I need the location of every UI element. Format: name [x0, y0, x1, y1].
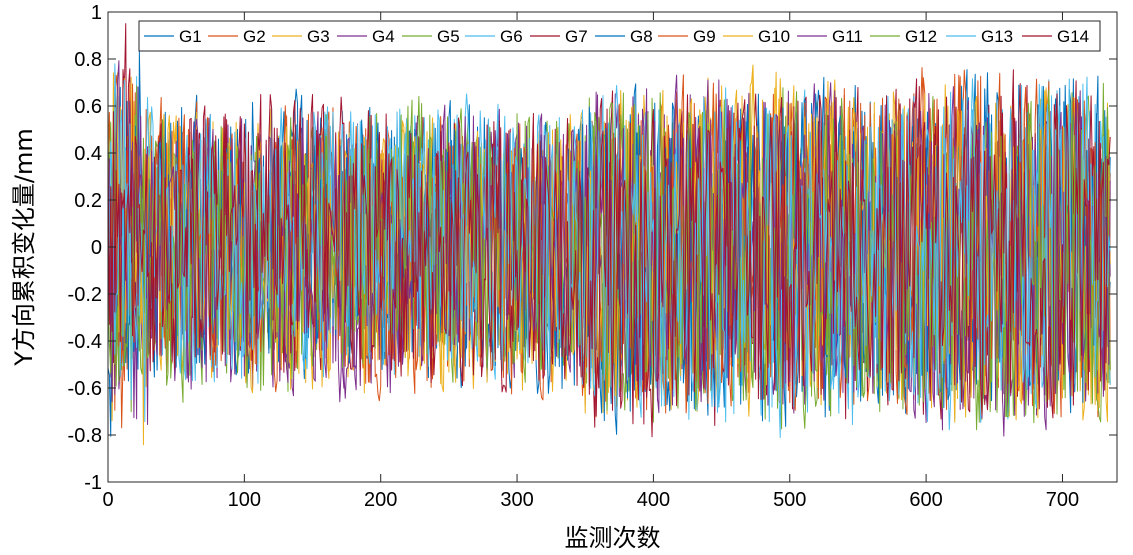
legend-label-g1: G1 [179, 27, 202, 46]
y-tick-label: 0 [91, 237, 102, 259]
x-tick-label: 400 [637, 489, 670, 511]
legend-label-g2: G2 [243, 27, 266, 46]
y-tick-label: -0.2 [68, 284, 102, 306]
legend-label-g10: G10 [758, 27, 790, 46]
legend-label-g11: G11 [832, 27, 863, 46]
legend-label-g13: G13 [981, 27, 1013, 46]
x-axis: 0 100 200 300 400 500 600 700 [102, 12, 1079, 511]
x-axis-title: 监测次数 [565, 524, 661, 552]
y-tick-label: 1 [91, 2, 102, 24]
x-tick-label: 500 [773, 489, 806, 511]
x-tick-label: 600 [909, 489, 942, 511]
y-tick-label: 0.8 [74, 49, 102, 71]
legend-label-g14: G14 [1057, 27, 1089, 46]
legend-label-g9: G9 [693, 27, 716, 46]
x-tick-label: 200 [364, 489, 397, 511]
y-tick-label: 0.2 [74, 190, 102, 212]
legend-label-g8: G8 [630, 27, 653, 46]
legend-label-g12: G12 [905, 27, 937, 46]
legend-label-g5: G5 [437, 27, 460, 46]
y-axis: -1 -0.8 -0.6 -0.4 -0.2 0 0.2 0.4 0.6 0.8 1 [68, 2, 1117, 494]
legend-label-g7: G7 [565, 27, 588, 46]
legend: G1 G2 G3 G4 G5 G6 G7 G8 G9 G10 G11 G12 G13 G14 [138, 20, 1101, 52]
legend-label-g6: G6 [500, 27, 523, 46]
y-tick-label: 0.4 [74, 143, 102, 165]
y-tick-label: -0.8 [68, 425, 102, 447]
legend-label-g3: G3 [307, 27, 330, 46]
x-tick-label: 300 [500, 489, 533, 511]
x-tick-label: 700 [1046, 489, 1079, 511]
x-tick-label: 100 [228, 489, 261, 511]
x-tick-label: 0 [102, 489, 113, 511]
y-tick-label: -1 [84, 472, 102, 494]
y-tick-label: -0.4 [68, 331, 102, 353]
plot-area [108, 23, 1111, 446]
y-axis-title: Y方向累积变化量/mm [10, 128, 38, 367]
series-line-g14 [108, 83, 1111, 438]
y-tick-label: -0.6 [68, 378, 102, 400]
y-tick-label: 0.6 [74, 96, 102, 118]
legend-label-g4: G4 [372, 27, 395, 46]
